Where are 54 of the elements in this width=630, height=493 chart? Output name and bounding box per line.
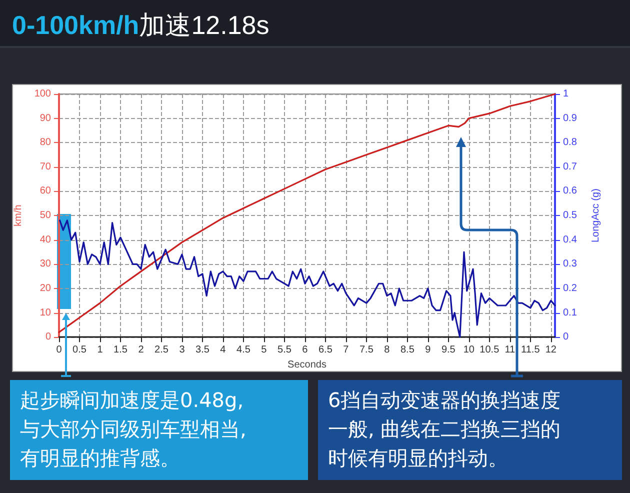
y-tick-label: 0 <box>45 332 52 343</box>
y2-tick-label: 0.1 <box>563 307 578 318</box>
x-tick-label: 9 <box>425 344 432 356</box>
line-series <box>58 93 556 334</box>
x-tick-label: 1 <box>97 344 104 356</box>
x-tick-label: 4 <box>220 344 226 356</box>
y2-tick-label: 0.6 <box>563 186 578 197</box>
y2-tick-label: 0 <box>563 332 569 343</box>
x-tick-label: 0 <box>56 344 62 356</box>
y-tick-label: 30 <box>40 258 52 270</box>
x-tick-label: 9.5 <box>441 344 456 356</box>
text: 6挡自动变速器的换挡速度一般, 曲线在二挡换三挡的时候有明显的抖动。 <box>328 387 562 472</box>
y-tick-label: 90 <box>40 112 52 124</box>
chart-title: 0-100km/h加速12.18s <box>12 10 270 40</box>
y-tick-label: 100 <box>34 88 52 100</box>
y-axis-title: km/h <box>12 204 24 226</box>
y2-tick-label: 1 <box>563 88 569 100</box>
x-tick-label: 8.5 <box>400 344 415 356</box>
x-tick-label: 11.5 <box>521 344 540 356</box>
x-tick-label: 0.5 <box>72 344 87 356</box>
x-tick-label: 8 <box>384 344 390 356</box>
x-tick-label: 4.5 <box>236 344 251 356</box>
x-tick-label: 11 <box>504 344 516 356</box>
x-tick-label: 7 <box>343 344 350 356</box>
x-tick-label: 2.5 <box>154 344 169 356</box>
x-tick-label: 10 <box>463 344 475 356</box>
y2-tick-label: 0.3 <box>563 258 578 270</box>
x-tick-label: 2 <box>138 344 144 356</box>
y2-tick-label: 0.7 <box>563 161 578 172</box>
y-tick-label: 70 <box>40 161 52 172</box>
y2-tick-label: 0.4 <box>563 234 578 246</box>
y2-tick-label: 0.8 <box>563 137 578 148</box>
y2-tick-label: 0.9 <box>563 112 578 124</box>
x-tick-label: 6 <box>302 344 308 356</box>
x-tick-label: 10.5 <box>480 344 500 356</box>
x-tick-label: 5 <box>261 344 268 356</box>
y-tick-label: 80 <box>40 137 52 148</box>
x-tick-label: 12 <box>545 344 557 356</box>
x-tick-label: 7.5 <box>359 344 374 356</box>
x-tick-label: 3 <box>179 344 186 356</box>
y2-tick-label: 0.2 <box>563 282 578 294</box>
y2-tick-label: 0.5 <box>563 210 578 222</box>
x-axis-title: Seconds <box>288 360 326 370</box>
text: 起步瞬间加速度是0.48g,与大部分同级别车型相当,有明显的推背感。 <box>20 387 248 472</box>
y-tick-label: 20 <box>40 282 52 294</box>
x-tick-label: 6.5 <box>318 344 333 356</box>
y-tick-label: 10 <box>40 307 52 318</box>
y2-axis-title: LongAcc (g) <box>590 188 602 243</box>
x-tick-label: 3.5 <box>196 344 210 356</box>
x-tick-label: 5.5 <box>278 344 292 356</box>
y-tick-label: 50 <box>40 210 52 222</box>
x-tick-label: 1.5 <box>114 344 128 356</box>
y-tick-label: 60 <box>40 186 52 197</box>
y-tick-label: 40 <box>40 234 52 246</box>
